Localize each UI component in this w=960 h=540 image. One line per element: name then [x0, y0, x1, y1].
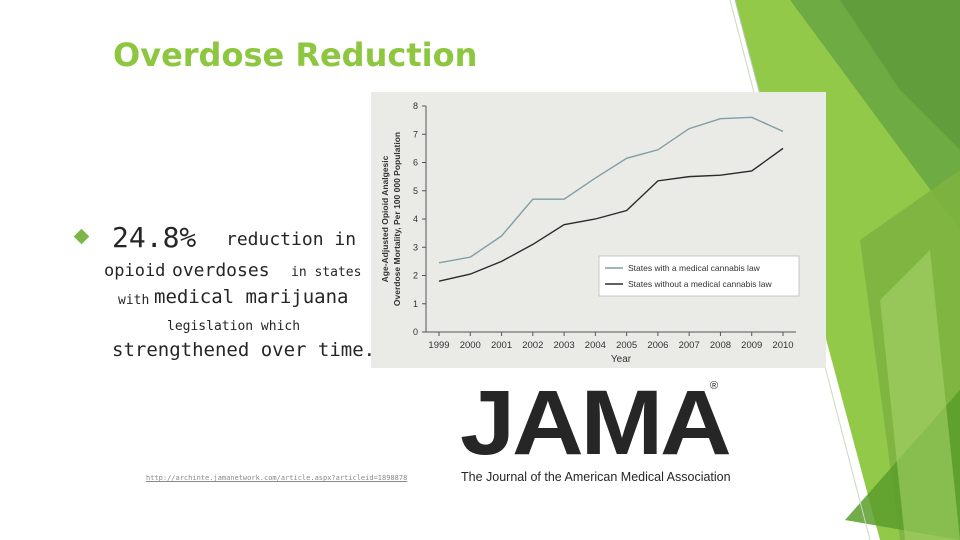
registered-mark: ®	[710, 380, 719, 392]
y-tick-label: 4	[413, 214, 418, 224]
legend-label: States with a medical cannabis law	[628, 263, 761, 273]
bullet-word-strengthened: strengthened over time.	[112, 339, 376, 361]
x-axis-label: Year	[611, 354, 632, 365]
source-link[interactable]: http://archinte.jamanetwork.com/article.…	[146, 474, 408, 482]
bullet-word-legislation: legislation which	[167, 319, 301, 334]
y-tick-label: 0	[413, 327, 418, 337]
bullet-percent: 24.8%	[112, 221, 197, 254]
y-tick-label: 1	[413, 299, 418, 309]
bullet-word-in-states: in states	[291, 265, 362, 280]
y-axis-label-line2: Overdose Mortality, Per 100 000 Populati…	[392, 132, 402, 306]
jama-subtitle: The Journal of the American Medical Asso…	[461, 470, 731, 484]
x-tick-label: 1999	[428, 340, 449, 351]
x-tick-label: 2004	[585, 340, 606, 351]
chart-panel: 0 1 2 3 4 5 6 7 8 1999 2000 2001 2002 2003 2004 2005 200…	[371, 92, 826, 368]
bullet-word-with: with	[118, 293, 150, 308]
x-tick-label: 2003	[554, 340, 575, 351]
legend-box	[598, 255, 800, 297]
series-line-with-law	[438, 116, 784, 264]
legend-label: States without a medical cannabis law	[628, 279, 772, 289]
x-tick-label: 2005	[616, 340, 637, 351]
y-tick-label: 8	[413, 101, 418, 111]
bullet-word-overdoses: overdoses	[172, 260, 270, 281]
x-tick-label: 2000	[460, 340, 481, 351]
y-tick-label: 7	[413, 129, 418, 139]
y-axis-label-line1: Age-Adjusted Opioid Analgesic	[380, 155, 390, 282]
series-line-without-law	[438, 147, 784, 282]
y-tick-label: 5	[413, 186, 418, 196]
jama-logo: JAMA	[460, 372, 732, 474]
x-tick-label: 2007	[679, 340, 700, 351]
bullet-word-reduction: reduction in	[226, 229, 357, 250]
x-tick-label: 2010	[772, 340, 793, 351]
bullet-word-opioid: opioid	[104, 261, 166, 281]
x-tick-label: 2002	[522, 340, 543, 351]
bullet-word-medical-marijuana: medical marijuana	[154, 286, 349, 308]
y-tick-label: 6	[413, 158, 418, 168]
y-tick-label: 2	[413, 271, 418, 281]
line-chart: 0 1 2 3 4 5 6 7 8 1999 2000 2001 2002 2003 2004 2005 200…	[380, 101, 800, 365]
y-tick-label: 3	[413, 242, 418, 252]
x-tick-label: 2001	[491, 340, 512, 351]
x-tick-label: 2006	[647, 340, 668, 351]
slide-title: Overdose Reduction	[113, 36, 478, 74]
x-tick-label: 2008	[710, 340, 731, 351]
x-tick-label: 2009	[741, 340, 762, 351]
